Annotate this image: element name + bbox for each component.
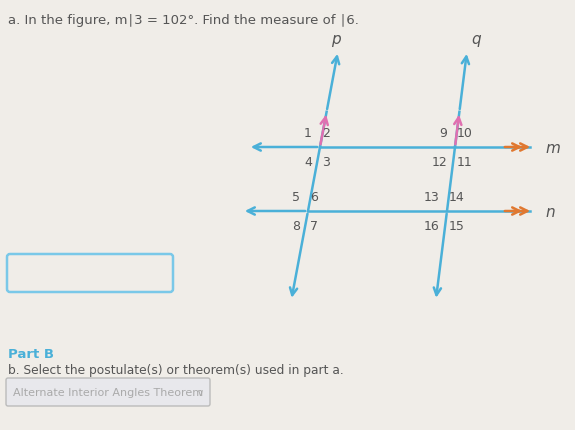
Text: b. Select the postulate(s) or theorem(s) used in part a.: b. Select the postulate(s) or theorem(s)…: [8, 363, 344, 376]
Text: 5: 5: [292, 190, 300, 203]
Text: 8: 8: [292, 219, 300, 233]
Text: 4: 4: [304, 156, 312, 169]
Text: m: m: [545, 141, 560, 156]
Text: 6: 6: [310, 190, 318, 203]
Text: 15: 15: [449, 219, 465, 233]
Text: 13: 13: [423, 190, 439, 203]
Text: Part B: Part B: [8, 347, 54, 360]
Text: p: p: [331, 32, 341, 47]
Text: 14: 14: [449, 190, 465, 203]
Text: 9: 9: [439, 127, 447, 140]
Text: ∨: ∨: [197, 387, 204, 397]
Text: 3: 3: [322, 156, 330, 169]
Text: 11: 11: [457, 156, 473, 169]
Text: q: q: [471, 32, 481, 47]
Text: 2: 2: [322, 127, 330, 140]
Text: n: n: [545, 205, 555, 220]
FancyBboxPatch shape: [6, 378, 210, 406]
Text: a. In the figure, m∣3 = 102°. Find the measure of ∣6.: a. In the figure, m∣3 = 102°. Find the m…: [8, 14, 359, 27]
Text: 1: 1: [304, 127, 312, 140]
FancyBboxPatch shape: [7, 255, 173, 292]
Text: 7: 7: [310, 219, 318, 233]
Text: 10: 10: [457, 127, 473, 140]
Text: 16: 16: [423, 219, 439, 233]
Text: Alternate Interior Angles Theorem: Alternate Interior Angles Theorem: [13, 387, 203, 397]
Text: 12: 12: [431, 156, 447, 169]
